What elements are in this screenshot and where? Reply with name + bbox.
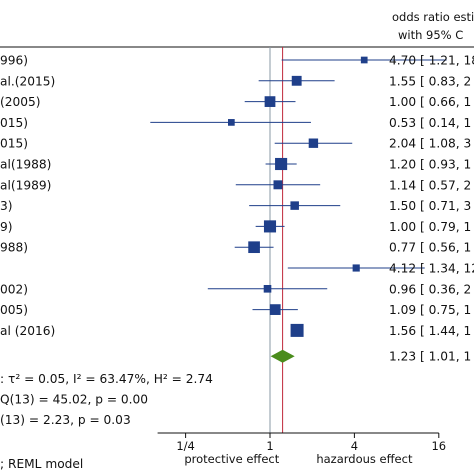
study-label: 015) — [0, 116, 28, 130]
study-point — [248, 241, 260, 254]
study-point — [352, 264, 360, 272]
x-axis-label-hazardous: hazardous effect — [316, 452, 413, 466]
study-point — [269, 304, 281, 315]
study-point — [264, 96, 276, 107]
x-tick-label: 1 — [266, 439, 273, 453]
study-ci-text: 1.14 [ 0.57, 2 — [389, 178, 471, 192]
study-ci-text: 1.00 [ 0.79, 1 — [389, 220, 471, 234]
study-ci-text: 1.55 [ 0.83, 2 — [389, 74, 471, 88]
study-label: 3) — [0, 199, 13, 213]
study-point — [275, 157, 288, 171]
study-ci-text: 1.00 [ 0.66, 1 — [389, 95, 471, 109]
study-ci-text: 4.70 [ 1.21, 18 — [389, 54, 474, 68]
study-label: 002) — [0, 282, 28, 296]
study-ci-text: 1.20 [ 0.93, 1 — [389, 158, 471, 172]
header-line-2: with 95% C — [398, 28, 463, 42]
study-point — [263, 285, 272, 293]
study-label: (2005) — [0, 95, 41, 109]
x-axis: 1/4 1 4 16 protective effect hazardous effect — [157, 432, 446, 466]
header-line-1: odds ratio estim — [392, 10, 474, 24]
study-ci-text: 0.77 [ 0.56, 1 — [389, 241, 471, 255]
study-point — [308, 138, 319, 148]
study-ci-text: 2.04 [ 1.08, 3 — [389, 137, 471, 151]
study-ci-text: 0.96 [ 0.36, 2 — [389, 282, 471, 296]
study-point — [263, 220, 277, 233]
overall-diamond — [270, 349, 295, 363]
study-label: 015) — [0, 137, 28, 151]
study-point — [290, 323, 304, 337]
study-label: 988) — [0, 241, 28, 255]
study-ci-text: 1.09 [ 0.75, 1 — [389, 303, 471, 317]
study-label: 005) — [0, 303, 28, 317]
study-label: 9) — [0, 220, 13, 234]
x-tick-label: 16 — [431, 439, 446, 453]
study-label: al.(2015) — [0, 74, 55, 88]
study-ci-text: 1.50 [ 0.71, 3 — [389, 199, 471, 213]
study-label: al(1988) — [0, 158, 51, 172]
x-tick-label: 4 — [351, 439, 358, 453]
study-point — [291, 75, 302, 86]
study-ci-text: 0.53 [ 0.14, 1 — [389, 116, 471, 130]
overall-ci-text: 1.23 [ 1.01, 1 — [389, 350, 471, 364]
study-label: al (2016) — [0, 324, 55, 338]
study-ci-text: 1.56 [ 1.44, 1 — [389, 324, 471, 338]
study-point — [360, 56, 368, 64]
study-point — [227, 119, 235, 126]
x-axis-label-protective: protective effect — [184, 452, 279, 466]
stats-line: Q(13) = 45.02, p = 0.00 — [0, 393, 148, 407]
study-label: al(1989) — [0, 178, 51, 192]
study-ci-text: 4.12 [ 1.34, 12 — [389, 262, 474, 276]
stats-line: (13) = 2.23, p = 0.03 — [0, 413, 131, 427]
study-point — [290, 201, 299, 210]
plot-area — [150, 47, 447, 433]
text-columns: 996) 4.70 [ 1.21, 18 al.(2015) 1.55 [ 0.83,… — [0, 54, 474, 472]
stats-line: : τ² = 0.05, I² = 63.47%, H² = 2.74 — [0, 372, 213, 386]
study-label: 996) — [0, 54, 28, 68]
study-point — [273, 180, 283, 190]
x-tick-label: 1/4 — [176, 439, 195, 453]
model-footer: ; REML model — [0, 457, 83, 471]
